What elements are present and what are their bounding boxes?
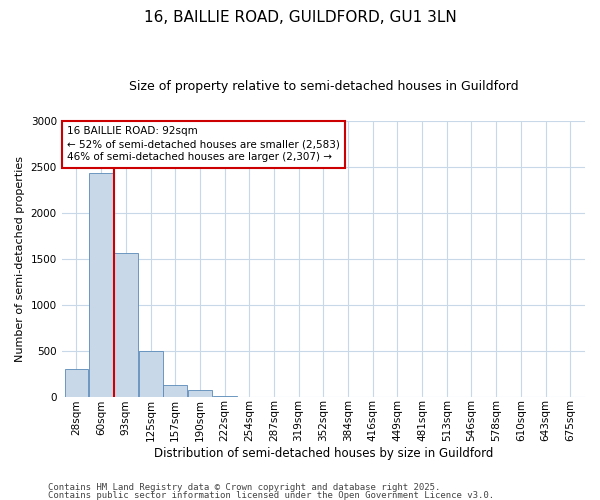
Bar [139,350,163,397]
Bar [114,253,138,396]
Y-axis label: Number of semi-detached properties: Number of semi-detached properties [15,156,25,362]
Bar [163,384,187,396]
Bar [188,390,212,396]
Text: 16, BAILLIE ROAD, GUILDFORD, GU1 3LN: 16, BAILLIE ROAD, GUILDFORD, GU1 3LN [143,10,457,25]
Bar [89,173,113,396]
Title: Size of property relative to semi-detached houses in Guildford: Size of property relative to semi-detach… [128,80,518,93]
X-axis label: Distribution of semi-detached houses by size in Guildford: Distribution of semi-detached houses by … [154,447,493,460]
Text: Contains public sector information licensed under the Open Government Licence v3: Contains public sector information licen… [48,490,494,500]
Text: 16 BAILLIE ROAD: 92sqm
← 52% of semi-detached houses are smaller (2,583)
46% of : 16 BAILLIE ROAD: 92sqm ← 52% of semi-det… [67,126,340,162]
Bar [65,369,88,396]
Text: Contains HM Land Registry data © Crown copyright and database right 2025.: Contains HM Land Registry data © Crown c… [48,484,440,492]
